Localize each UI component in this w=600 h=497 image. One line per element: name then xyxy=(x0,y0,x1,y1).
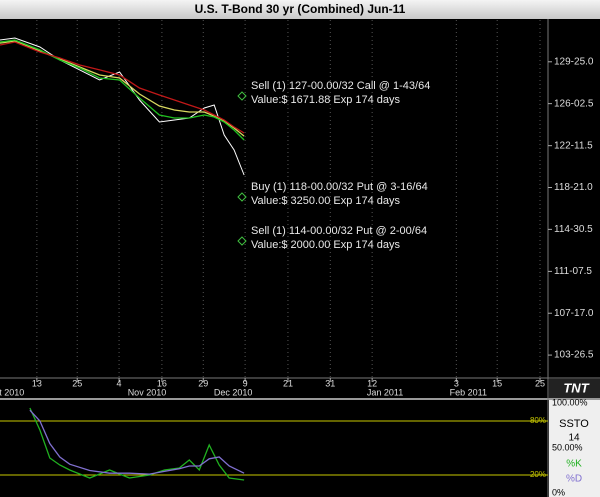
logo-box xyxy=(549,379,600,398)
x-month-label: Feb 2011 xyxy=(450,387,487,397)
y-tick-label: 114-30.5 xyxy=(554,224,593,235)
annotation-marker xyxy=(237,236,247,246)
x-tick-label: 21 xyxy=(283,378,293,388)
series-line xyxy=(29,409,245,475)
y-tick-label: 111-07.5 xyxy=(554,266,592,277)
annotation-text: Sell (1) 127-00.00/32 Call @ 1-43/64 xyxy=(251,80,430,92)
x-tick-label: 25 xyxy=(535,378,545,388)
x-tick-label: 4 xyxy=(117,378,122,388)
annotation-marker xyxy=(237,192,247,202)
annotation-text: Value:$ 2000.00 Exp 174 days xyxy=(251,239,401,251)
y-tick-label: 118-21.0 xyxy=(554,182,593,193)
annotation-text: Buy (1) 118-00.00/32 Put @ 3-16/64 xyxy=(251,181,428,193)
indicator-name: SSTO xyxy=(559,418,589,430)
x-tick-label: 16 xyxy=(157,378,167,388)
indicator-period: 14 xyxy=(568,433,580,444)
x-month-label: Jan 2011 xyxy=(367,387,403,397)
annotation-marker xyxy=(237,91,247,101)
x-month-label: Oct 2010 xyxy=(0,387,24,397)
level-label: 20% xyxy=(530,470,546,479)
y-tick-label: 103-26.5 xyxy=(554,350,594,361)
logo: TNT xyxy=(563,380,589,395)
indicator-label-panel xyxy=(549,400,600,497)
x-tick-label: 9 xyxy=(243,378,248,388)
y-tick-label: 122-11.5 xyxy=(554,140,593,151)
x-tick-label: 25 xyxy=(72,378,82,388)
x-axis-strip xyxy=(0,378,548,398)
chart-title: U.S. T-Bond 30 yr (Combined) Jun-11 xyxy=(195,2,406,16)
x-tick-label: 3 xyxy=(454,378,459,388)
y-tick-label: 100.00% xyxy=(552,397,588,407)
x-month-label: Nov 2010 xyxy=(128,387,167,397)
series-line xyxy=(0,41,245,134)
x-tick-label: 12 xyxy=(367,378,377,388)
series-line xyxy=(29,407,245,481)
y-tick-label: 50.00% xyxy=(552,442,583,452)
x-tick-label: 15 xyxy=(492,378,502,388)
legend-entry: %D xyxy=(566,474,582,485)
x-tick-label: 31 xyxy=(325,378,335,388)
annotation-text: Sell (1) 114-00.00/32 Put @ 2-00/64 xyxy=(251,225,427,237)
y-tick-label: 126-02.5 xyxy=(554,98,594,109)
annotation-text: Value:$ 1671.88 Exp 174 days xyxy=(251,94,401,106)
title-bar xyxy=(0,0,600,19)
level-label: 80% xyxy=(530,416,546,425)
y-tick-label: 0% xyxy=(552,487,565,497)
y-tick-label: 107-17.0 xyxy=(554,308,594,319)
y-tick-label: 129-25.0 xyxy=(554,56,594,67)
x-tick-label: 29 xyxy=(198,378,208,388)
legend-entry: %K xyxy=(566,459,582,470)
x-month-label: Dec 2010 xyxy=(214,387,253,397)
x-tick-label: 13 xyxy=(32,378,42,388)
annotation-text: Value:$ 3250.00 Exp 174 days xyxy=(251,195,401,207)
